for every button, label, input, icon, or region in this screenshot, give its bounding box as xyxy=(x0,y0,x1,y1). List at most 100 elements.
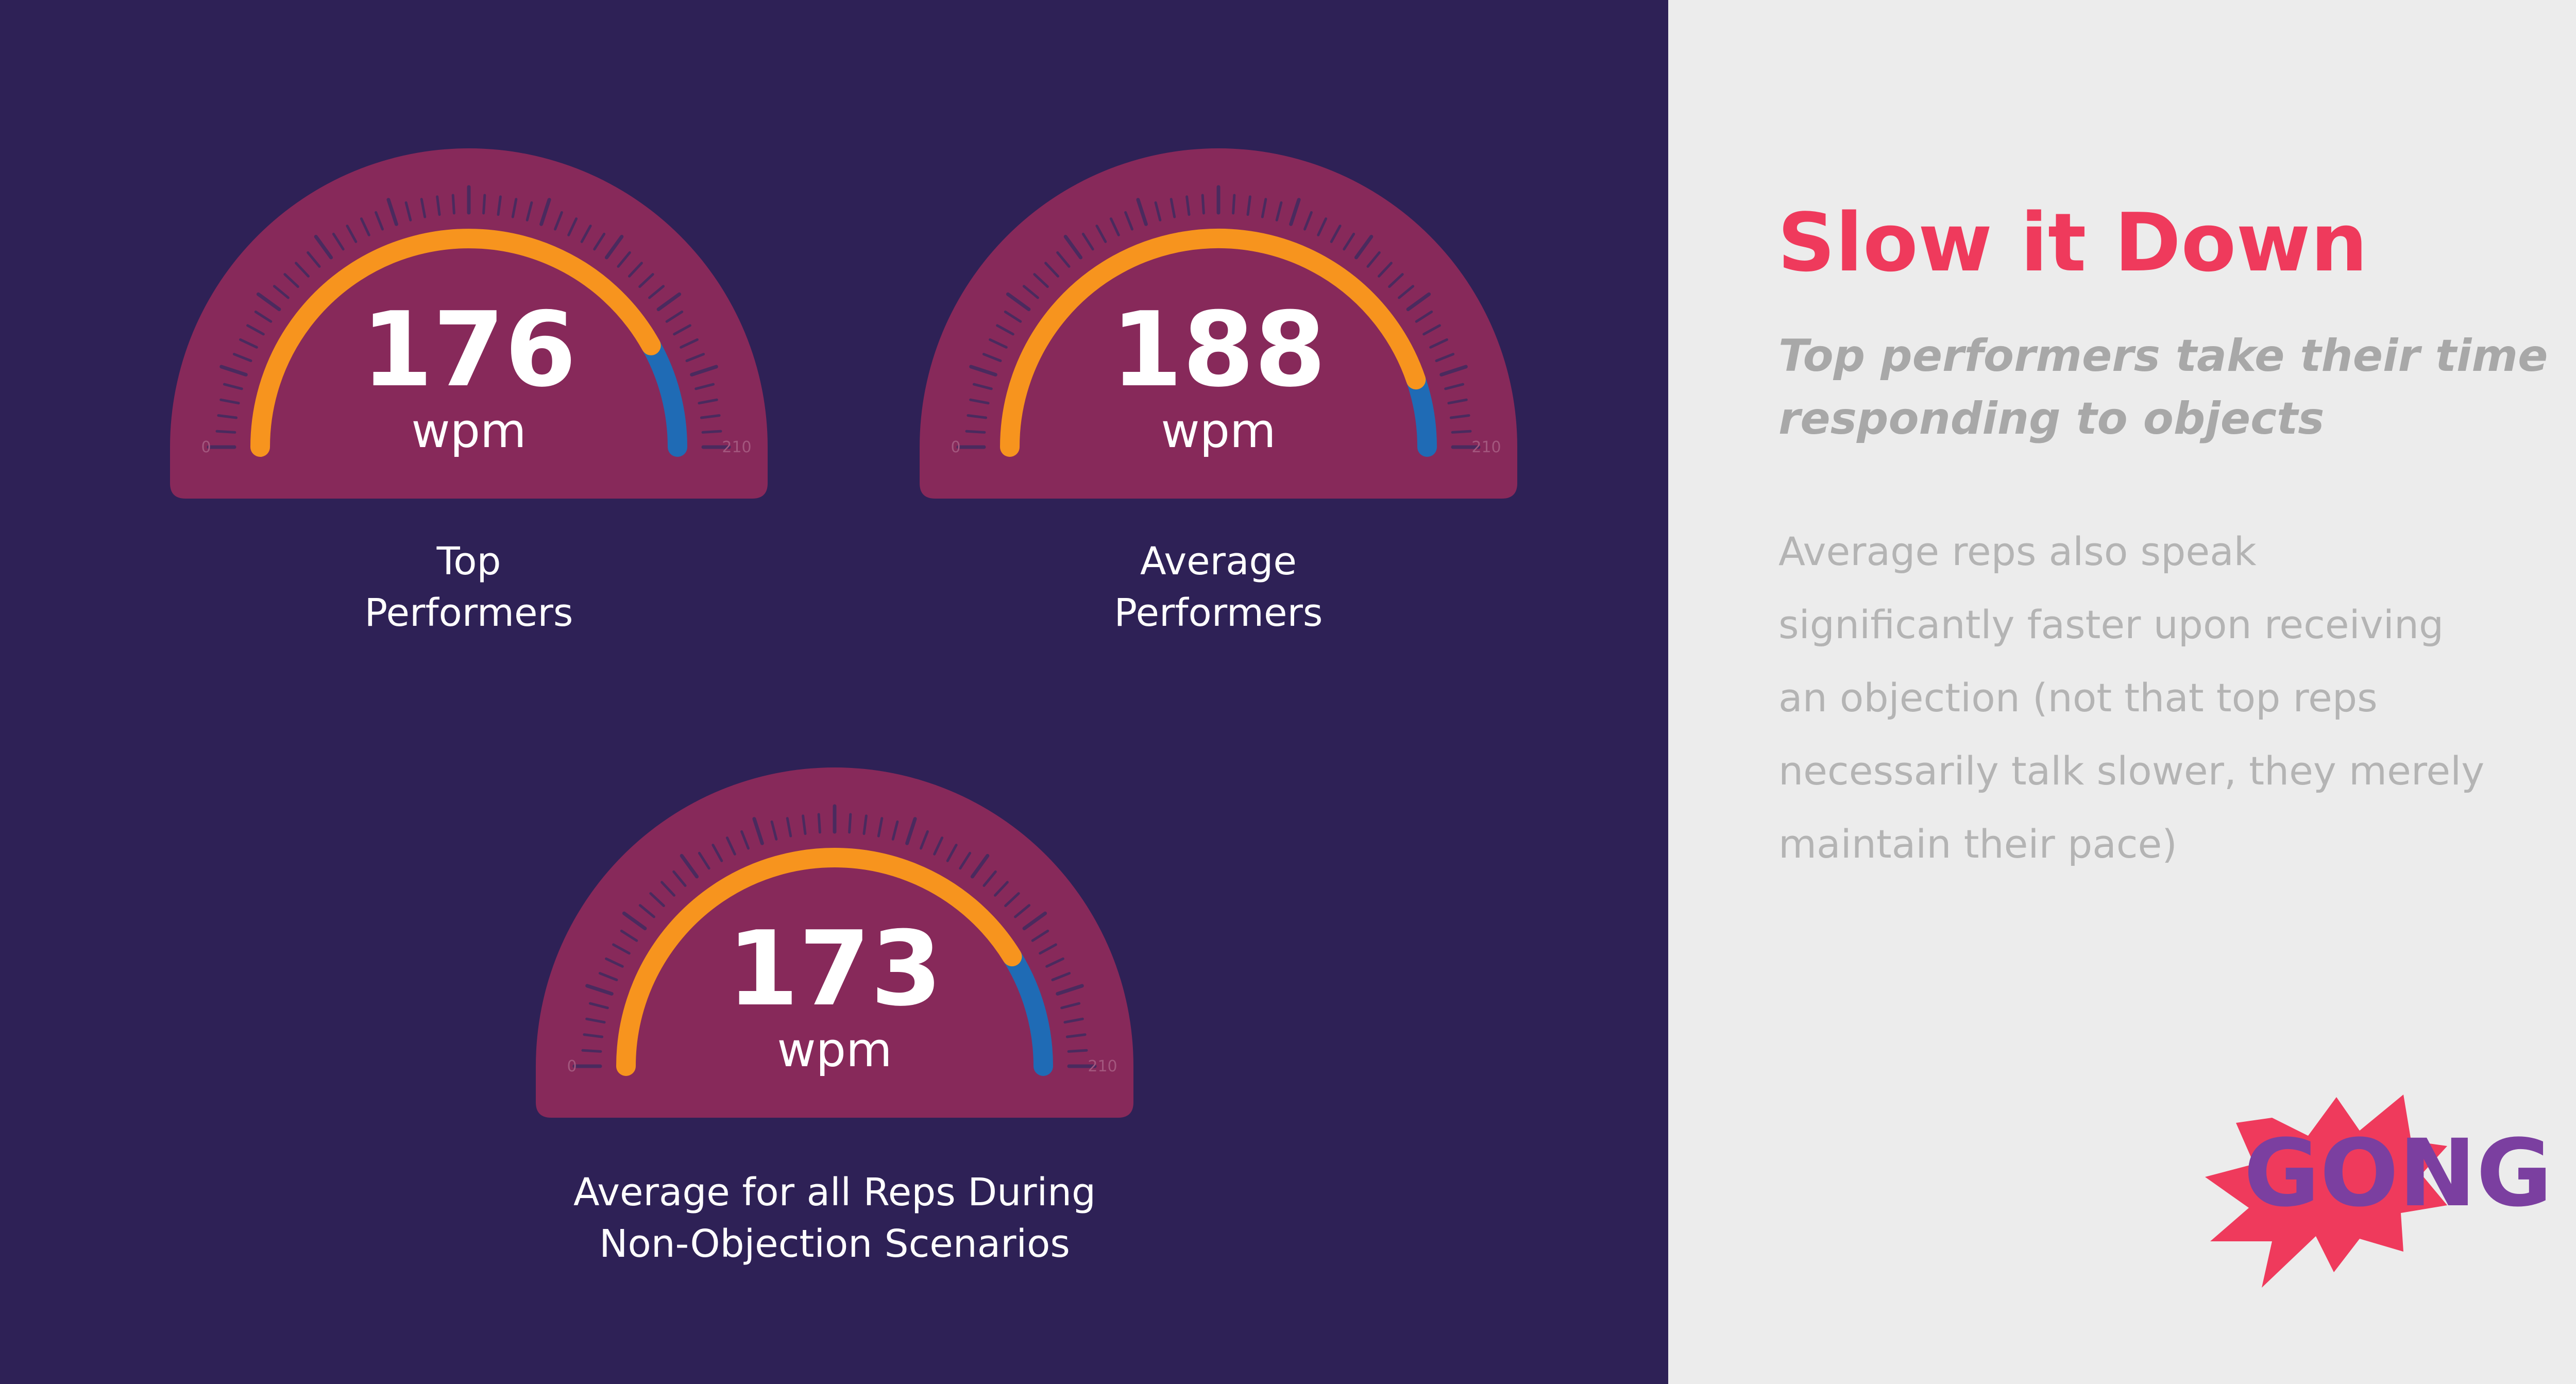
gauge-tick xyxy=(580,225,592,243)
gauge-tick xyxy=(770,820,778,841)
gauge-tick xyxy=(307,251,321,268)
gauge-tick xyxy=(982,353,1002,362)
gauge-tick xyxy=(451,194,455,215)
gauge-tick xyxy=(969,398,990,405)
gauge-tick xyxy=(1185,195,1191,216)
caption-line: Average xyxy=(1140,539,1297,584)
gauge-tick xyxy=(685,353,705,362)
gauge-tick xyxy=(1444,383,1465,390)
gauge-tick xyxy=(593,232,606,251)
gauge-tick xyxy=(967,414,988,419)
gauge-tick xyxy=(690,365,718,377)
logo-text: GONG xyxy=(2244,1120,2552,1227)
gauge-tick xyxy=(1067,1049,1088,1053)
gauge-tick xyxy=(256,292,281,312)
gauge-tick xyxy=(638,904,655,918)
gauge-tick xyxy=(404,201,412,221)
gauge-tick xyxy=(1014,904,1031,918)
gauge-tick xyxy=(1081,232,1094,251)
gauge-tick xyxy=(1388,273,1404,288)
gauge-tick xyxy=(588,1002,609,1010)
gauge-tick xyxy=(1060,1002,1081,1010)
gauge-tick xyxy=(1095,225,1107,243)
gauge-tick xyxy=(539,198,551,226)
gauge-tick xyxy=(567,217,578,236)
gauge-tick xyxy=(920,830,929,850)
gauge-tick xyxy=(1317,217,1328,236)
gauge-tick xyxy=(1435,353,1455,362)
gauge-tick xyxy=(680,853,699,879)
gauge-tick xyxy=(1398,285,1415,299)
gauge-tick xyxy=(694,383,715,390)
gauge-tick xyxy=(970,853,990,879)
gauge-non-objection-caption: Average for all Reps During Non-Objectio… xyxy=(536,1167,1133,1270)
gauge-tick xyxy=(219,365,248,377)
gauge-tick xyxy=(1136,198,1148,226)
gauge-tick xyxy=(314,234,333,260)
gauge-min-label: 0 xyxy=(951,438,960,456)
caption-line: Average for all Reps During xyxy=(573,1170,1096,1215)
gauge-tick xyxy=(802,814,807,835)
caption-line: Non-Objection Scenarios xyxy=(599,1222,1070,1266)
headline: Slow it Down xyxy=(1777,196,2368,289)
gauge-tick xyxy=(989,338,1008,349)
body-line: Average reps also speak xyxy=(1778,528,2257,574)
gauge-tick xyxy=(965,430,986,434)
gauge-tick xyxy=(1006,292,1031,312)
gauge-tick xyxy=(648,285,665,299)
gauge-tick xyxy=(1406,292,1431,312)
gauge-tick xyxy=(581,1049,602,1053)
gauge-tick xyxy=(554,211,563,231)
gauge-tick xyxy=(725,836,736,856)
gauge-min-label: 0 xyxy=(201,438,211,456)
gauge-tick xyxy=(420,198,427,218)
gauge-tick xyxy=(283,273,299,288)
gauge-tick xyxy=(1275,201,1283,221)
gauge-tick xyxy=(665,310,684,323)
gauge-tick xyxy=(219,398,240,405)
gong-logo: GONG xyxy=(2205,1087,2555,1303)
gauge-tick xyxy=(628,262,643,278)
gauge-tick xyxy=(436,195,441,216)
gauge-tick xyxy=(1065,1033,1087,1038)
gauge-tick xyxy=(232,353,252,362)
gauge-tick xyxy=(346,225,358,243)
gauge-tick xyxy=(360,217,370,236)
gauge-face xyxy=(170,148,768,499)
gauge-tick xyxy=(1449,414,1470,419)
gauge-value-label: 188 xyxy=(1111,290,1326,410)
gauge-tick xyxy=(862,814,868,835)
gauge-tick xyxy=(1447,398,1468,405)
gauge-face xyxy=(920,148,1517,499)
gauge-tick xyxy=(605,957,624,968)
gauge-tick xyxy=(1246,195,1251,216)
left-panel: 176 wpm 0 210 Top Performers 188 wpm 0 210 Ave… xyxy=(0,0,1668,1384)
gauge-tick xyxy=(1033,273,1049,288)
logo-text-part2: NG xyxy=(2399,1120,2552,1227)
gauge-tick xyxy=(511,198,518,218)
gauge-tick xyxy=(482,194,486,215)
gauge-tick xyxy=(1124,211,1133,231)
gauge-tick xyxy=(933,836,944,856)
gauge-tick xyxy=(638,273,654,288)
gauge-tick xyxy=(1422,324,1441,336)
gauge-average-performers: 188 wpm 0 210 xyxy=(920,143,1517,504)
gauge-tick xyxy=(223,383,243,390)
caption-line: Performers xyxy=(364,591,573,635)
gauge-tick xyxy=(332,232,345,251)
caption-line: Performers xyxy=(1114,591,1323,635)
gauge-tick xyxy=(905,817,917,845)
gauge-tick xyxy=(1022,285,1039,299)
gauge-tick xyxy=(786,817,792,838)
gauge-arc-value xyxy=(616,848,1022,1076)
gauge-unit-label: wpm xyxy=(1161,403,1276,458)
gauge-tick xyxy=(972,383,993,390)
gauge-tick xyxy=(1303,211,1313,231)
gauge-tick xyxy=(672,870,687,887)
gauge-tick xyxy=(1031,929,1049,942)
gauge-tick xyxy=(673,324,691,336)
gauge-tick xyxy=(1366,251,1381,268)
gauge-tick xyxy=(946,844,958,862)
gauge-tick xyxy=(598,972,618,981)
gauge-arc-remainder xyxy=(641,335,687,457)
